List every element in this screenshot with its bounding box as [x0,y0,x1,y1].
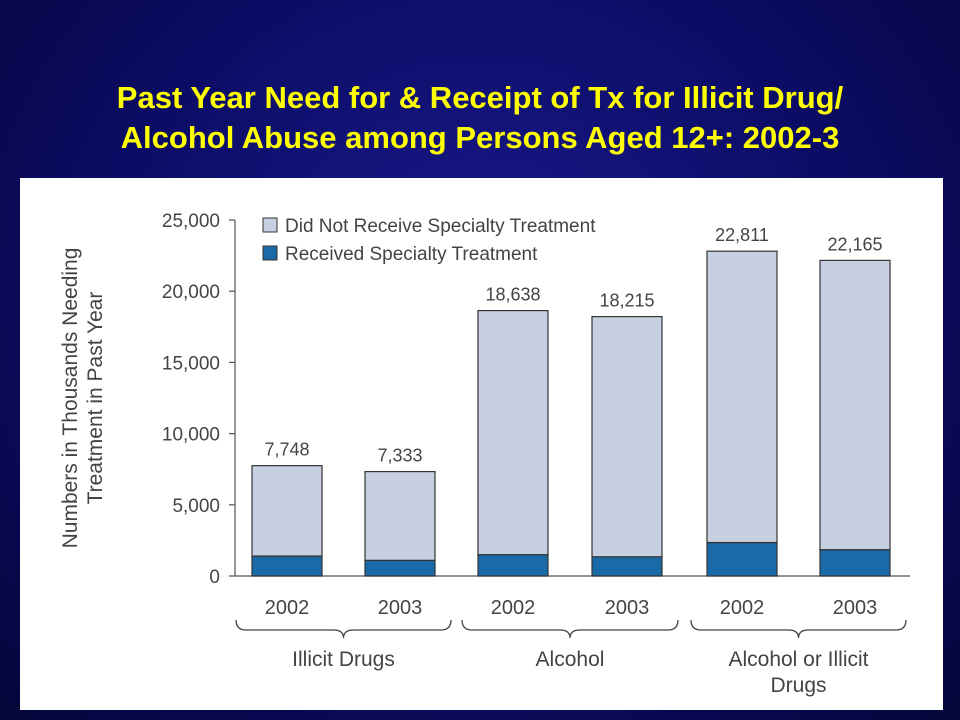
group-brace [461,619,679,639]
bar-segment-received [477,554,549,577]
x-tick-label: 2003 [378,597,423,619]
y-tick-label: 20,000 [162,282,220,303]
slide-title-line-1: Past Year Need for & Receipt of Tx for I… [116,80,844,115]
y-axis-title-line-1: Numbers in Thousands Needing [59,248,82,549]
x-tick-label: 2002 [491,597,536,619]
bar-segment-received [819,549,891,577]
bar-total-label: 22,811 [715,225,769,245]
stacked-bar-chart: 0 5,000 10,000 15,000 20,000 25,000 Numbers in… [59,211,910,697]
x-tick-label: 2002 [265,597,310,619]
x-tick-label: 2003 [605,597,650,619]
x-tick-label: 2003 [833,597,878,619]
legend-swatch [262,217,278,233]
y-tick-label: 15,000 [162,353,220,374]
group-brace [690,619,907,639]
bar-segment-not-received [251,465,323,557]
bar-total-label: 22,165 [827,234,882,254]
bar-segment-not-received [477,309,549,556]
bar-segment-not-received [819,259,891,551]
bar-segment-received [591,556,663,577]
legend-label: Did Not Receive Specialty Treatment [285,216,596,237]
y-tick-label: 10,000 [162,425,220,446]
slide-title: Past Year Need for & Receipt of Tx for I… [0,78,960,158]
x-tick-label: 2002 [720,597,765,619]
group-label: Drugs [770,674,826,697]
bar-segment-not-received [364,470,436,561]
bar-total-label: 18,215 [599,291,654,311]
legend-swatch [262,245,278,261]
y-axis-title-line-2: Treatment in Past Year [84,292,107,505]
group-label: Illicit Drugs [292,648,395,671]
group-brace [235,619,452,639]
legend-label: Received Specialty Treatment [285,244,538,265]
slide-title-line-2: Alcohol Abuse among Persons Aged 12+: 20… [120,120,840,155]
bar-total-label: 7,333 [377,446,422,466]
bar-segment-not-received [591,316,663,558]
bar-segment-not-received [706,250,778,544]
bar-total-label: 18,638 [485,285,540,305]
y-tick-label: 25,000 [162,211,220,232]
chart-panel: 0 5,000 10,000 15,000 20,000 25,000 Numbers in… [20,178,943,710]
bar-segment-received [706,541,778,577]
y-tick-label: 0 [209,567,220,588]
bar-total-label: 7,748 [264,440,309,460]
y-tick-label: 5,000 [172,496,220,517]
group-label: Alcohol or Illicit [728,648,868,671]
group-label: Alcohol [536,648,605,671]
bar-segment-received [364,559,436,577]
bar-segment-received [251,555,323,577]
